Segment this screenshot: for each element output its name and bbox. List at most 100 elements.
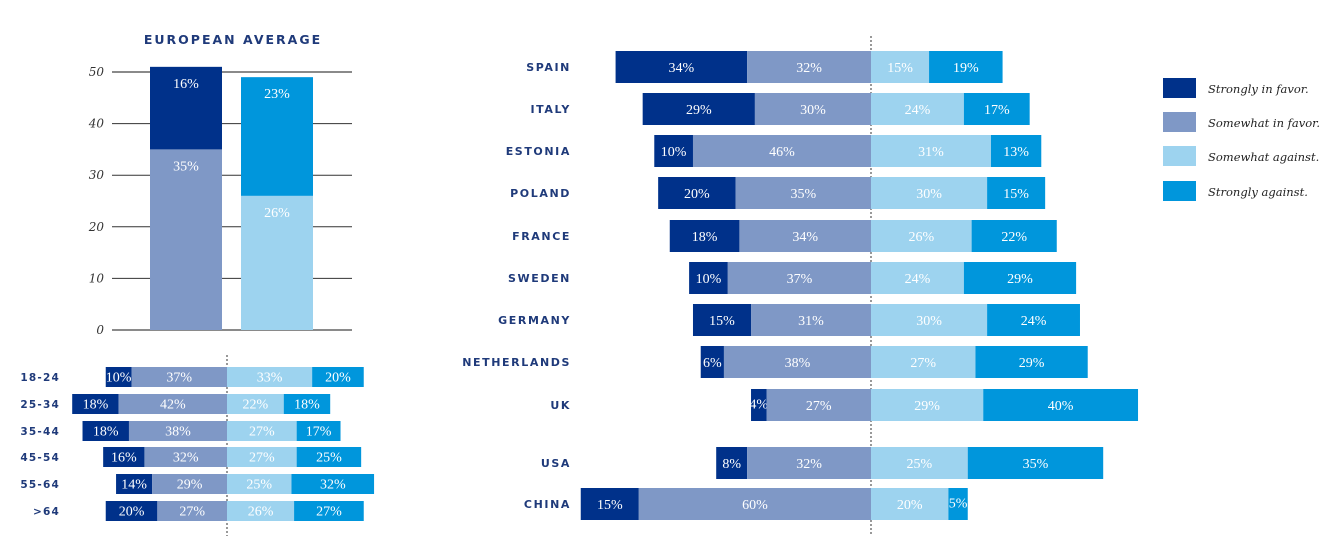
category-label: SPAIN: [526, 61, 571, 74]
category-label: 25-34: [20, 399, 60, 411]
bar-segment: [983, 389, 1139, 421]
bar-segment: [871, 262, 964, 294]
data-label: 27%: [910, 356, 936, 371]
category-label: GERMANY: [498, 314, 571, 327]
bar-segment: [654, 135, 693, 167]
data-label: 22%: [1001, 230, 1027, 245]
legend-label: Strongly against.: [1208, 185, 1308, 199]
bar-segment: [990, 135, 1042, 167]
category-label: NETHERLANDS: [462, 356, 571, 369]
bar-segment: [735, 177, 871, 209]
data-label: 14%: [121, 478, 147, 493]
bar-segment: [871, 447, 968, 479]
data-label: 29%: [686, 103, 712, 118]
bar-segment: [150, 149, 222, 330]
data-label: 15%: [709, 314, 735, 329]
bar-segment: [716, 447, 748, 479]
category-label: POLAND: [510, 187, 571, 200]
bar-segment: [871, 304, 988, 336]
bar-segment: [967, 447, 1104, 479]
data-label: 35%: [173, 159, 199, 174]
bar-segment: [754, 93, 871, 125]
bar-segment: [131, 367, 227, 387]
bar-segment: [871, 93, 964, 125]
age-group-chart: 18-24 10% 37% 33% 20% 25-34 18% 42% 22% 18% 35-44 1…: [20, 355, 375, 536]
category-label: 45-54: [20, 452, 60, 464]
data-label: 27%: [249, 451, 275, 466]
data-label: 22%: [243, 398, 269, 413]
data-label: 4%: [749, 398, 768, 413]
data-label: 25%: [316, 451, 342, 466]
bar-segment: [638, 488, 871, 520]
data-label: 5%: [949, 497, 968, 512]
bar-segment: [580, 488, 639, 520]
bar-segment: [615, 51, 748, 83]
legend-swatch: [1163, 112, 1196, 132]
data-label: 42%: [160, 398, 186, 413]
bar-segment: [105, 367, 132, 387]
data-label: 10%: [106, 371, 132, 386]
data-label: 27%: [806, 399, 832, 414]
legend-label: Somewhat against.: [1208, 150, 1319, 164]
data-label: 29%: [1007, 272, 1033, 287]
bar-segment: [948, 488, 968, 520]
data-label: 23%: [264, 87, 290, 102]
data-label: 20%: [119, 505, 145, 520]
data-label: 40%: [1048, 399, 1074, 414]
bar-segment: [291, 474, 375, 494]
data-label: 18%: [294, 398, 320, 413]
bar-segment: [963, 262, 1077, 294]
bar-segment: [227, 367, 313, 387]
bar-segment: [971, 220, 1057, 252]
data-label: 46%: [769, 145, 795, 160]
bar-segment: [871, 51, 930, 83]
bar-segment: [871, 177, 988, 209]
data-label: 8%: [722, 457, 741, 472]
bar-segment: [751, 389, 767, 421]
bar-segment: [987, 304, 1080, 336]
category-label: SWEDEN: [508, 272, 571, 285]
legend-swatch: [1163, 146, 1196, 166]
data-label: 32%: [320, 478, 346, 493]
bar-segment: [296, 421, 341, 441]
bar-segment: [700, 346, 724, 378]
data-label: 29%: [1019, 356, 1045, 371]
bar-segment: [871, 346, 976, 378]
bar-segment: [739, 220, 871, 252]
bar-segment: [152, 474, 227, 494]
data-label: 35%: [790, 187, 816, 202]
bar-segment: [227, 501, 295, 521]
bar-segment: [723, 346, 871, 378]
bar-segment: [241, 77, 313, 196]
data-label: 26%: [908, 230, 934, 245]
data-label: 26%: [264, 206, 290, 221]
bar-segment: [128, 421, 227, 441]
data-label: 20%: [897, 498, 923, 513]
bar-segment: [689, 262, 728, 294]
data-label: 15%: [597, 498, 623, 513]
bar-segment: [118, 394, 227, 414]
data-label: 38%: [785, 356, 811, 371]
bar-segment: [747, 447, 871, 479]
y-tick-label: 20: [88, 220, 105, 234]
bar-segment: [747, 51, 871, 83]
category-label: 35-44: [20, 426, 60, 438]
bar-segment: [692, 304, 752, 336]
bar-segment: [103, 447, 145, 467]
bar-segment: [227, 447, 297, 467]
category-label: 18-24: [20, 372, 60, 384]
data-label: 38%: [165, 425, 191, 440]
data-label: 20%: [684, 187, 710, 202]
data-label: 19%: [953, 61, 979, 76]
data-label: 24%: [905, 272, 931, 287]
data-label: 26%: [248, 505, 274, 520]
bar-segment: [296, 447, 362, 467]
bar-segment: [241, 195, 313, 330]
data-label: 32%: [796, 457, 822, 472]
country-chart: SPAIN 34% 32% 15% 19% ITALY 29% 30% 24% 17% ESTONI…: [462, 36, 1139, 536]
y-tick-label: 40: [88, 117, 105, 131]
bar-segment: [82, 421, 129, 441]
bar-segment: [963, 93, 1030, 125]
category-label: CHINA: [524, 498, 571, 511]
